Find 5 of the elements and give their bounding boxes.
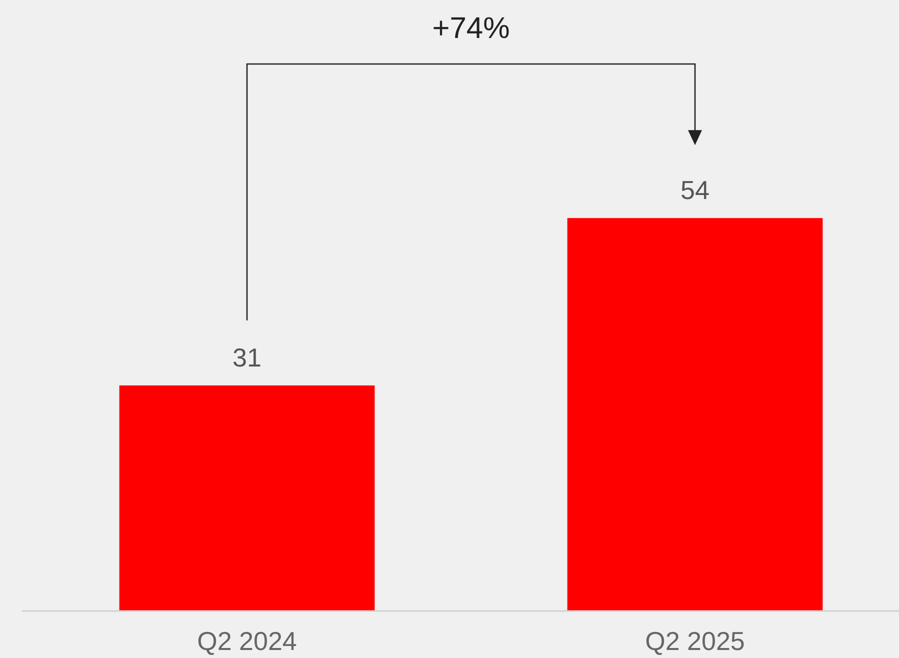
x-tick-label: Q2 2025: [645, 626, 745, 656]
text: +74%: [432, 12, 510, 45]
x-tick-label: Q2 2024: [197, 626, 297, 656]
data-label: 31: [232, 342, 262, 372]
data-label: 54: [680, 175, 710, 206]
